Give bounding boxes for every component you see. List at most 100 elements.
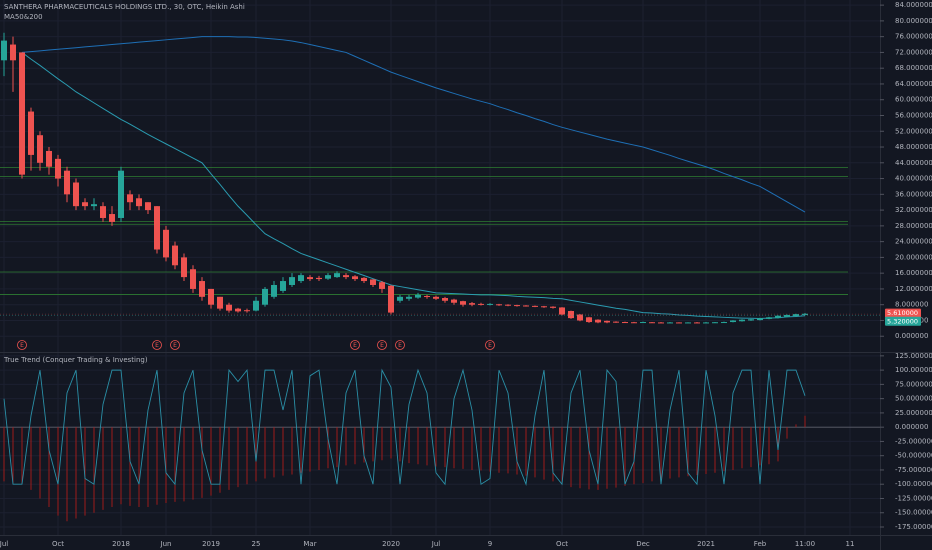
candle-body xyxy=(784,314,790,317)
candle-body xyxy=(685,322,691,324)
candle-body xyxy=(415,294,421,298)
y-tick-label: 68.000000 xyxy=(895,64,932,72)
candle-body xyxy=(109,214,115,222)
candle-body xyxy=(712,322,718,324)
chart-subtitle: MA50&200 xyxy=(4,13,43,21)
candle-body xyxy=(568,311,574,319)
candle-body xyxy=(658,322,664,324)
moving-average xyxy=(21,52,806,319)
x-tick-label: Dec xyxy=(636,540,650,548)
candle-body xyxy=(280,281,286,291)
candle-body xyxy=(163,229,169,258)
candle-body xyxy=(514,305,520,307)
candle-body xyxy=(82,202,88,207)
candle-body xyxy=(541,306,547,308)
moving-average xyxy=(21,36,806,213)
y-tick-label: 56.000000 xyxy=(895,111,932,119)
candle-body xyxy=(19,52,25,175)
candle-body xyxy=(253,300,259,311)
event-marker xyxy=(485,340,495,350)
candle-body xyxy=(271,284,277,297)
candle-body xyxy=(433,296,439,299)
candle-body xyxy=(406,296,412,299)
candle-body xyxy=(667,322,673,324)
candle-body xyxy=(586,317,592,323)
candle-body xyxy=(676,322,682,324)
candle-body xyxy=(316,277,322,280)
candle-body xyxy=(172,245,178,266)
candle-body xyxy=(577,314,583,321)
y-tick-label: 64.000000 xyxy=(895,80,932,88)
event-marker xyxy=(17,340,27,350)
candle-body xyxy=(55,158,61,179)
candle-body xyxy=(649,322,655,324)
candle-body xyxy=(622,322,628,324)
candle-body xyxy=(694,322,700,324)
x-tick-label: Mar xyxy=(303,540,316,548)
candle-body xyxy=(181,257,187,278)
candle-body xyxy=(136,198,142,207)
candle-body xyxy=(559,307,565,315)
candle-body xyxy=(370,279,376,285)
candle-body xyxy=(424,296,430,298)
candle-body xyxy=(343,275,349,278)
y-tick-label: -150.000000 xyxy=(895,509,932,517)
candle-body xyxy=(190,269,196,289)
y-tick-label: 25.000000 xyxy=(895,409,932,417)
candle-body xyxy=(379,282,385,289)
event-marker xyxy=(170,340,180,350)
y-tick-label: 36.000000 xyxy=(895,190,932,198)
y-tick-label: -175.000000 xyxy=(895,523,932,531)
y-tick-label: -25.000000 xyxy=(895,437,932,445)
x-tick-label: 9 xyxy=(488,540,492,548)
candle-body xyxy=(10,44,16,61)
y-tick-label: 16.000000 xyxy=(895,269,932,277)
candle-body xyxy=(91,204,97,207)
candle-body xyxy=(469,303,475,305)
candle-body xyxy=(289,277,295,285)
price-badge-label: 5.610000 xyxy=(887,309,918,317)
event-label: E xyxy=(488,342,492,349)
candle-body xyxy=(64,170,70,195)
candle-body xyxy=(199,281,205,297)
candle-body xyxy=(226,304,232,311)
candle-body xyxy=(235,308,241,312)
candle-body xyxy=(451,299,457,303)
event-marker xyxy=(350,340,360,350)
event-label: E xyxy=(398,342,402,349)
price-badge-label: 5.320000 xyxy=(887,317,918,325)
candle-body xyxy=(766,317,772,319)
candle-body xyxy=(145,202,151,211)
y-tick-label: 20.000000 xyxy=(895,253,932,261)
candle-body xyxy=(208,288,214,305)
candle-body xyxy=(334,273,340,278)
candle-body xyxy=(244,310,250,312)
candle-body xyxy=(397,296,403,301)
candle-body xyxy=(631,322,637,324)
candle-body xyxy=(388,285,394,313)
event-label: E xyxy=(353,342,357,349)
x-tick-label: 11 xyxy=(846,540,855,548)
candle-body xyxy=(523,305,529,307)
y-tick-label: 40.000000 xyxy=(895,175,932,183)
candle-body xyxy=(748,319,754,321)
y-tick-label: 52.000000 xyxy=(895,127,932,135)
candle-body xyxy=(46,150,52,167)
y-tick-label: 0.000000 xyxy=(895,423,928,431)
candle-body xyxy=(1,40,7,61)
candle-body xyxy=(595,319,601,323)
candle-body xyxy=(217,296,223,309)
candle-body xyxy=(802,313,808,315)
x-tick-label: Jul xyxy=(431,540,441,548)
candle-body xyxy=(442,297,448,301)
candle-body xyxy=(739,319,745,322)
x-tick-label: Jun xyxy=(160,540,172,548)
candle-body xyxy=(361,277,367,282)
y-tick-label: 48.000000 xyxy=(895,143,932,151)
indicator-title: True Trend (Conquer Trading & Investing) xyxy=(3,356,148,364)
y-tick-label: 72.000000 xyxy=(895,48,932,56)
x-tick-label: Oct xyxy=(556,540,568,548)
